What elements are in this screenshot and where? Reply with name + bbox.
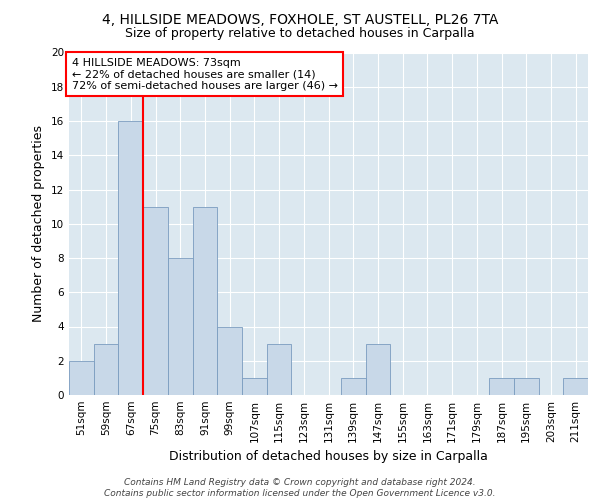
Text: 4 HILLSIDE MEADOWS: 73sqm
← 22% of detached houses are smaller (14)
72% of semi-: 4 HILLSIDE MEADOWS: 73sqm ← 22% of detac… [71, 58, 338, 91]
Text: Size of property relative to detached houses in Carpalla: Size of property relative to detached ho… [125, 28, 475, 40]
Bar [143, 206, 168, 395]
Y-axis label: Number of detached properties: Number of detached properties [32, 125, 46, 322]
Text: 4, HILLSIDE MEADOWS, FOXHOLE, ST AUSTELL, PL26 7TA: 4, HILLSIDE MEADOWS, FOXHOLE, ST AUSTELL… [102, 12, 498, 26]
Bar [514, 378, 539, 395]
Bar [94, 344, 118, 395]
X-axis label: Distribution of detached houses by size in Carpalla: Distribution of detached houses by size … [169, 450, 488, 464]
Bar [69, 361, 94, 395]
Bar [489, 378, 514, 395]
Bar [217, 326, 242, 395]
Bar [365, 344, 390, 395]
Bar [341, 378, 365, 395]
Bar [118, 121, 143, 395]
Bar [168, 258, 193, 395]
Text: Contains HM Land Registry data © Crown copyright and database right 2024.
Contai: Contains HM Land Registry data © Crown c… [104, 478, 496, 498]
Bar [267, 344, 292, 395]
Bar [193, 206, 217, 395]
Bar [563, 378, 588, 395]
Bar [242, 378, 267, 395]
